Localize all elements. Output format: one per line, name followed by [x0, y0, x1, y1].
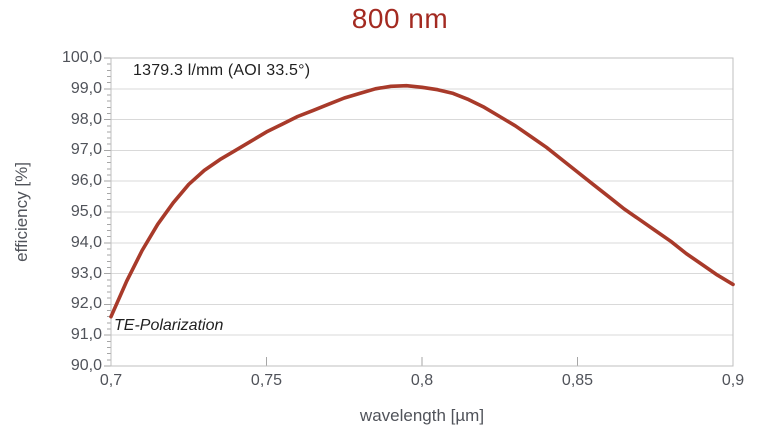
y-tick-label: 96,0 [70, 172, 102, 190]
plot-border [110, 57, 734, 367]
grating-annotation: 1379.3 l/mm (AOI 33.5°) [133, 62, 311, 79]
y-tick-label: 95,0 [70, 203, 102, 220]
y-tick-label: 94,0 [70, 233, 102, 251]
x-axis-title: wavelength [µm] [359, 406, 485, 425]
polarization-label: TE-Polarization [114, 317, 224, 334]
y-tick-label: 92,0 [70, 295, 102, 313]
x-tick-label: 0,75 [250, 372, 283, 389]
y-tick-label: 99,0 [70, 79, 102, 97]
y-tick-label: 91,0 [70, 326, 102, 344]
y-axis-title: efficiency [%] [12, 162, 31, 262]
x-tick-label: 0,85 [561, 372, 594, 389]
x-tick-label: 0,7 [99, 372, 123, 389]
y-tick-label: 93,0 [70, 264, 102, 282]
y-tick-label: 90,0 [70, 357, 102, 374]
y-tick-label: 97,0 [70, 141, 102, 159]
efficiency-curve [109, 83, 735, 319]
x-tick-label: 0,8 [410, 372, 434, 389]
y-tick-label: 100,0 [61, 49, 102, 66]
chart-title: 800 nm [351, 3, 449, 34]
y-tick-label: 98,0 [70, 110, 102, 128]
x-tick-label: 0,9 [721, 372, 745, 389]
